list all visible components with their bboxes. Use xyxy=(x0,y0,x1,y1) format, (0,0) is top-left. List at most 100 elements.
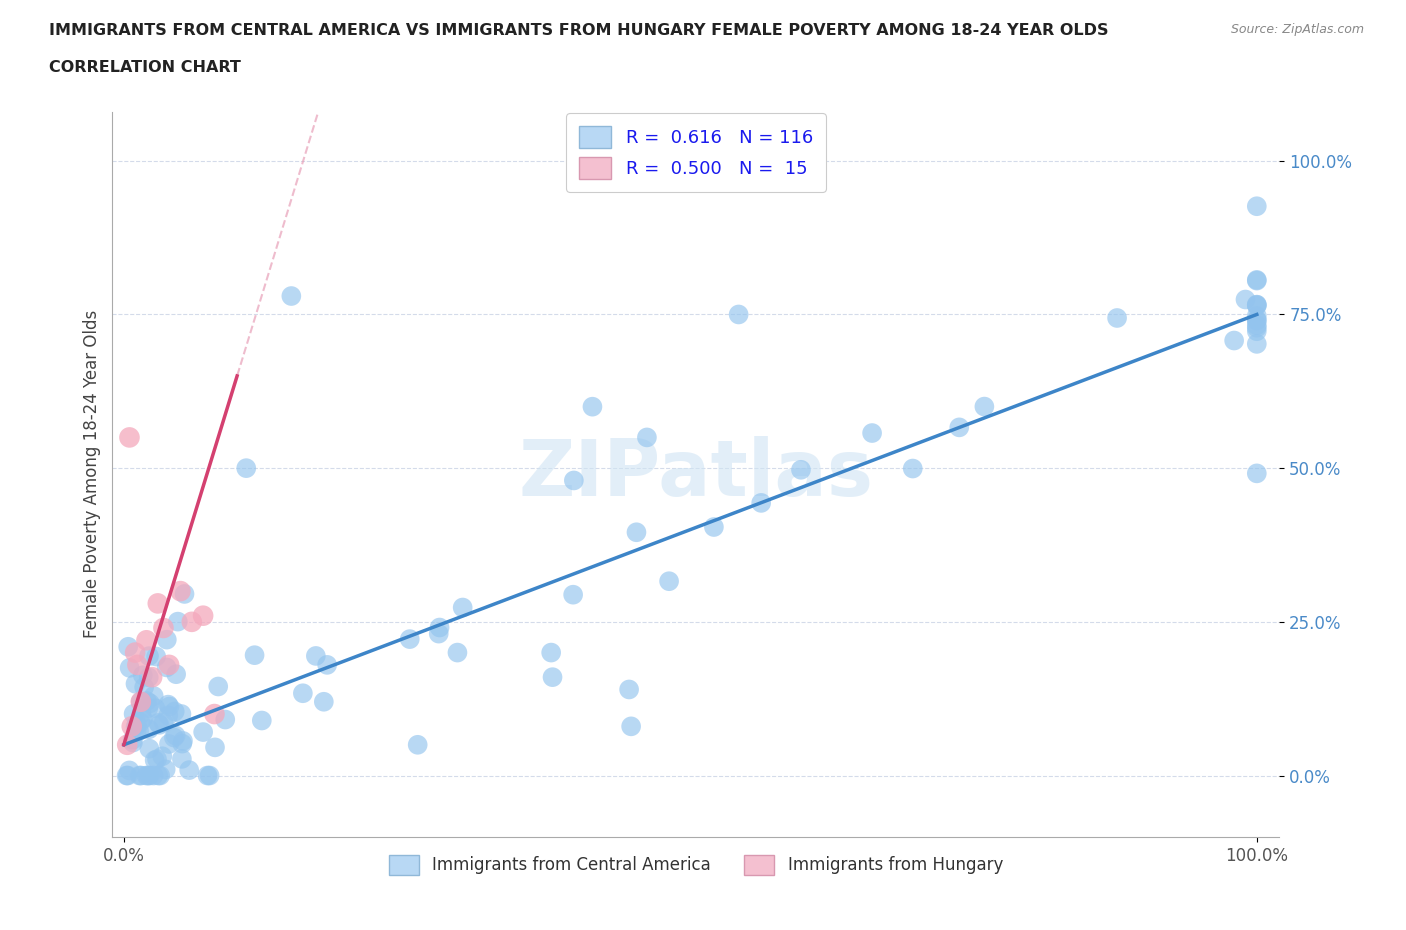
Point xyxy=(118,660,141,675)
Text: ZIPatlas: ZIPatlas xyxy=(519,436,873,512)
Text: CORRELATION CHART: CORRELATION CHART xyxy=(49,60,240,75)
Point xyxy=(118,763,141,777)
Point xyxy=(157,708,180,723)
Point xyxy=(148,768,170,783)
Point xyxy=(170,751,193,766)
Point xyxy=(129,694,152,709)
Point xyxy=(204,740,226,755)
Point xyxy=(142,688,165,703)
Point xyxy=(138,648,160,663)
Point xyxy=(398,631,420,646)
Point xyxy=(163,704,186,719)
Point xyxy=(1246,320,1268,335)
Point xyxy=(132,711,155,726)
Point xyxy=(121,732,143,747)
Point xyxy=(749,496,772,511)
Point xyxy=(250,713,273,728)
Point xyxy=(146,751,169,766)
Legend: Immigrants from Central America, Immigrants from Hungary: Immigrants from Central America, Immigra… xyxy=(377,843,1015,886)
Point xyxy=(136,768,159,783)
Point xyxy=(658,574,681,589)
Point xyxy=(155,762,177,777)
Point xyxy=(180,615,202,630)
Point xyxy=(124,645,146,660)
Point xyxy=(172,734,194,749)
Point xyxy=(143,752,166,767)
Point xyxy=(541,670,564,684)
Point xyxy=(291,685,314,700)
Point xyxy=(157,698,180,712)
Point xyxy=(117,639,139,654)
Point xyxy=(562,473,585,488)
Point xyxy=(727,307,749,322)
Point xyxy=(145,649,167,664)
Point xyxy=(125,724,148,739)
Point xyxy=(148,717,170,732)
Point xyxy=(122,735,145,750)
Point xyxy=(163,730,186,745)
Point xyxy=(117,768,139,783)
Point xyxy=(1246,298,1268,312)
Point xyxy=(150,749,173,764)
Point xyxy=(142,768,165,783)
Text: IMMIGRANTS FROM CENTRAL AMERICA VS IMMIGRANTS FROM HUNGARY FEMALE POVERTY AMONG : IMMIGRANTS FROM CENTRAL AMERICA VS IMMIG… xyxy=(49,23,1109,38)
Point xyxy=(429,620,451,635)
Point xyxy=(1246,309,1268,324)
Point xyxy=(148,715,170,730)
Point xyxy=(170,707,193,722)
Point xyxy=(1246,312,1268,327)
Point xyxy=(703,520,725,535)
Point xyxy=(128,768,150,783)
Point xyxy=(131,706,153,721)
Point xyxy=(1246,199,1268,214)
Point xyxy=(312,695,335,710)
Point xyxy=(141,670,163,684)
Point xyxy=(1223,333,1246,348)
Point xyxy=(138,741,160,756)
Text: Source: ZipAtlas.com: Source: ZipAtlas.com xyxy=(1230,23,1364,36)
Point xyxy=(427,626,450,641)
Point xyxy=(124,676,146,691)
Point xyxy=(280,288,302,303)
Point xyxy=(636,430,658,445)
Point xyxy=(128,724,150,738)
Point xyxy=(1234,292,1257,307)
Point xyxy=(172,737,194,751)
Point xyxy=(305,648,328,663)
Point xyxy=(191,724,214,739)
Point xyxy=(139,696,162,711)
Point xyxy=(138,722,160,737)
Point xyxy=(1246,318,1268,333)
Point xyxy=(145,701,167,716)
Point xyxy=(316,658,339,672)
Point xyxy=(138,670,160,684)
Point xyxy=(135,768,157,783)
Point xyxy=(204,707,226,722)
Point xyxy=(125,717,148,732)
Point xyxy=(1246,337,1268,352)
Point xyxy=(540,645,562,660)
Point xyxy=(1246,273,1268,288)
Point xyxy=(149,768,172,783)
Point xyxy=(1246,313,1268,328)
Point xyxy=(198,768,221,783)
Point xyxy=(115,768,138,783)
Point xyxy=(121,719,143,734)
Point xyxy=(127,658,149,672)
Point xyxy=(973,399,995,414)
Point xyxy=(157,737,180,751)
Point xyxy=(169,584,191,599)
Point xyxy=(135,632,157,647)
Point xyxy=(1246,298,1268,312)
Point xyxy=(129,715,152,730)
Point xyxy=(124,719,146,734)
Point xyxy=(136,700,159,715)
Point xyxy=(165,667,187,682)
Point xyxy=(626,525,648,539)
Point xyxy=(860,426,883,441)
Point xyxy=(1246,324,1268,339)
Point xyxy=(207,679,229,694)
Point xyxy=(138,768,160,783)
Y-axis label: Female Poverty Among 18-24 Year Olds: Female Poverty Among 18-24 Year Olds xyxy=(83,311,101,638)
Point xyxy=(948,420,970,435)
